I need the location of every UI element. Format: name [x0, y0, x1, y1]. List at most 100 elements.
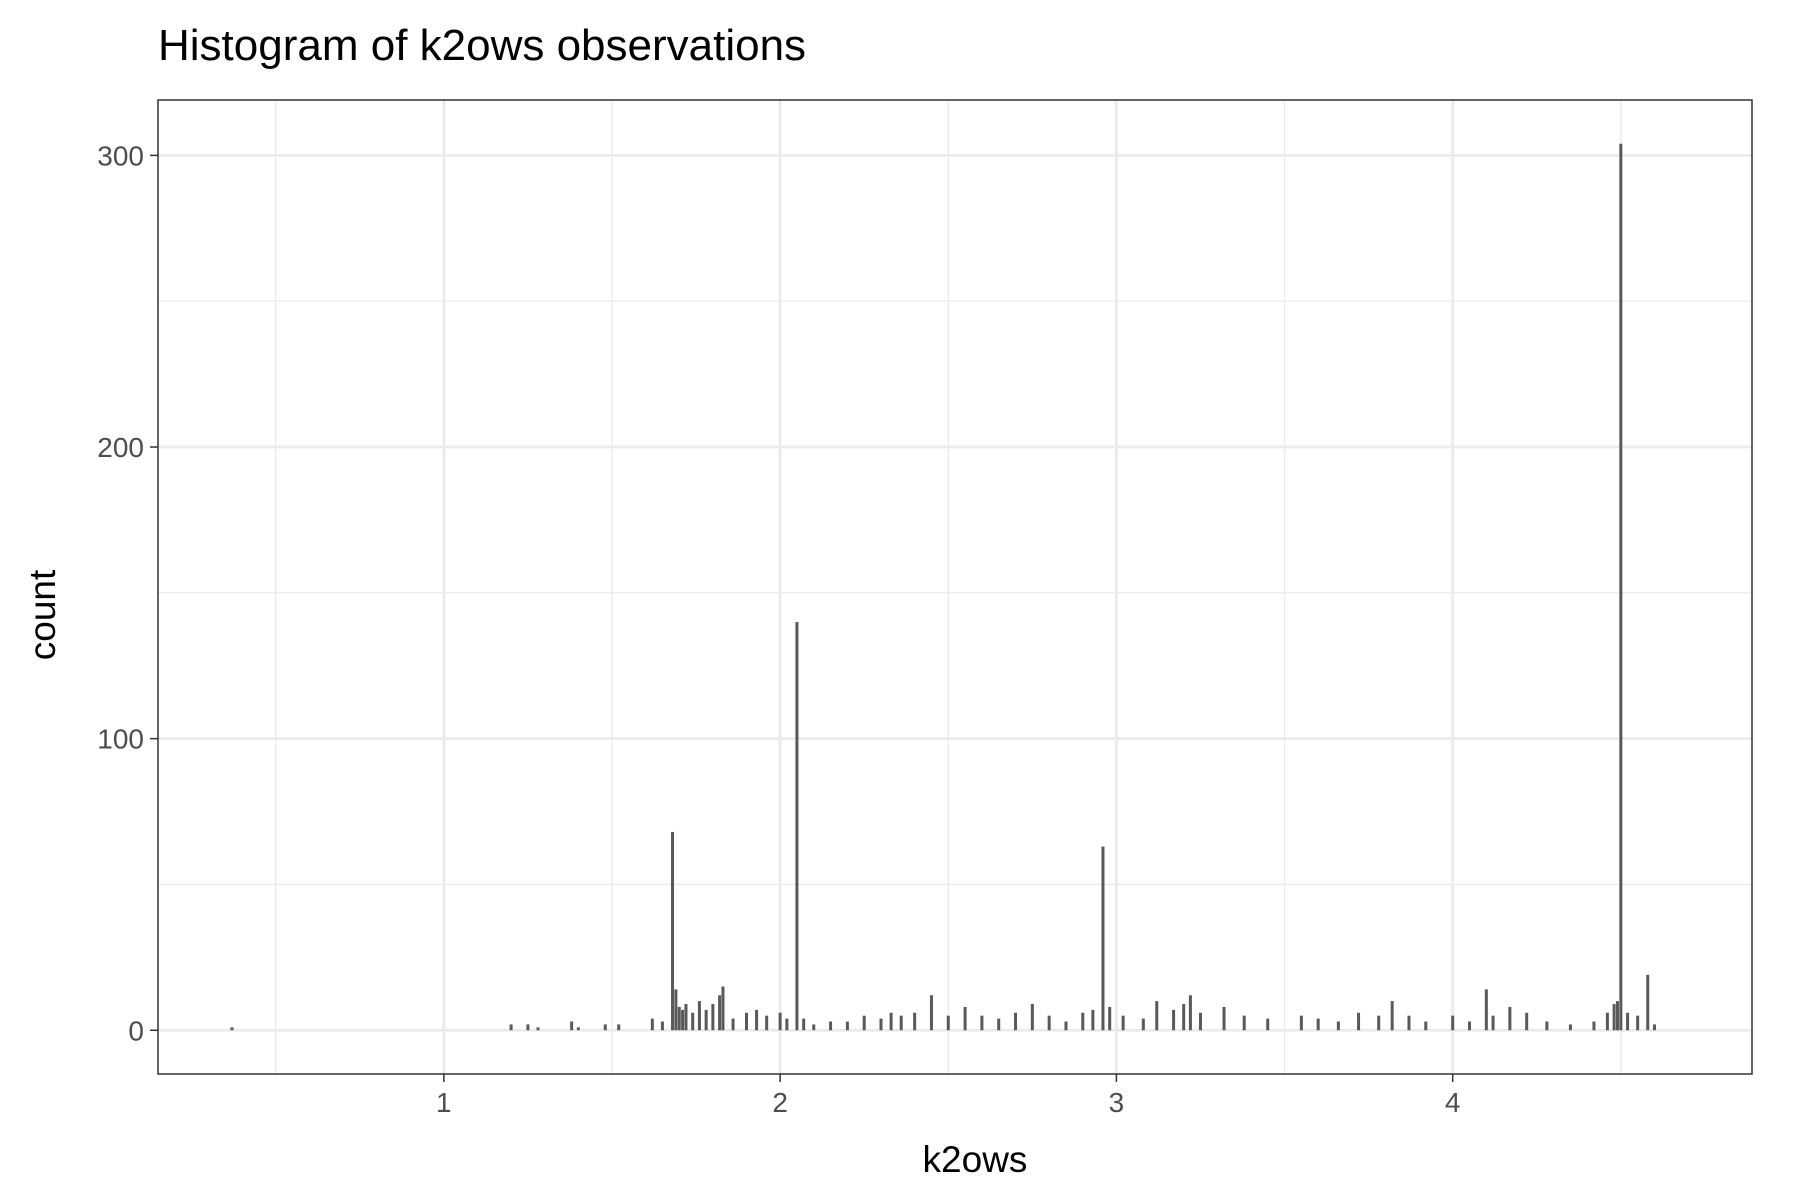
histogram-bar: [963, 1006, 967, 1031]
histogram-bar: [684, 1004, 688, 1031]
histogram-bar: [879, 1018, 883, 1031]
histogram-bar: [660, 1021, 664, 1031]
histogram-bar: [1101, 846, 1105, 1031]
histogram-bar: [1568, 1024, 1572, 1031]
histogram-bar: [1652, 1024, 1656, 1031]
histogram-bar: [691, 1012, 695, 1031]
histogram-bar: [1014, 1012, 1018, 1031]
histogram-bar: [845, 1021, 849, 1031]
histogram-bar: [1525, 1012, 1529, 1031]
x-axis-title: k2ows: [923, 1139, 1028, 1180]
histogram-bar: [681, 1009, 685, 1031]
x-tick-label: 2: [772, 1087, 788, 1118]
x-tick-label: 1: [436, 1087, 452, 1118]
histogram-bar: [1155, 1001, 1159, 1031]
y-tick-label: 0: [128, 1015, 144, 1046]
axis-ticks: 1 2 3 4 0 100 200 300: [97, 140, 1460, 1118]
histogram-bar: [721, 986, 725, 1031]
histogram-bar: [1468, 1021, 1472, 1031]
histogram-bar: [711, 1004, 715, 1031]
histogram-bar: [1357, 1012, 1361, 1031]
y-tick-label: 200: [97, 432, 144, 463]
histogram-bar: [1242, 1015, 1246, 1031]
chart-title: Histogram of k2ows observations: [158, 21, 806, 70]
histogram-bar: [1646, 974, 1650, 1031]
histogram-bar: [1508, 1006, 1512, 1031]
histogram-bar: [1141, 1018, 1145, 1031]
histogram-bar: [980, 1015, 984, 1031]
histogram-bar: [731, 1018, 735, 1031]
histogram-bar: [1451, 1015, 1455, 1031]
histogram-bar: [603, 1024, 607, 1031]
histogram-bar: [802, 1018, 806, 1031]
histogram-bar: [617, 1024, 621, 1031]
histogram-bar: [697, 1001, 701, 1031]
histogram-bar: [1424, 1021, 1428, 1031]
histogram-bar: [671, 831, 675, 1031]
histogram-bar: [899, 1015, 903, 1031]
histogram-bar: [570, 1021, 574, 1031]
histogram-bars: [230, 143, 1656, 1031]
histogram-bar: [1030, 1004, 1034, 1031]
histogram-bar: [677, 1006, 681, 1031]
histogram-bar: [509, 1024, 513, 1031]
x-tick-label: 4: [1445, 1087, 1461, 1118]
histogram-bar: [1336, 1021, 1340, 1031]
histogram-bar: [778, 1012, 782, 1031]
histogram-bar: [1091, 1009, 1095, 1031]
x-tick-label: 3: [1109, 1087, 1125, 1118]
histogram-bar: [785, 1018, 789, 1031]
histogram-bar: [1605, 1012, 1609, 1031]
histogram-bar: [1619, 143, 1623, 1031]
histogram-bar: [1390, 1001, 1394, 1031]
histogram-bar: [1222, 1006, 1226, 1031]
histogram-bar: [1121, 1015, 1125, 1031]
histogram-bar: [1612, 1004, 1616, 1031]
histogram-bar: [1316, 1018, 1320, 1031]
histogram-bar: [704, 1009, 708, 1031]
plot-panel-border: [157, 99, 1753, 1075]
histogram-bar: [795, 621, 799, 1031]
histogram-bar: [997, 1018, 1001, 1031]
histogram-bar: [889, 1012, 893, 1031]
histogram-bar: [1626, 1012, 1630, 1031]
histogram-bar: [1491, 1015, 1495, 1031]
histogram-bar: [1636, 1015, 1640, 1031]
histogram-bar: [913, 1012, 917, 1031]
histogram-bar: [946, 1015, 950, 1031]
y-tick-label: 100: [97, 724, 144, 755]
histogram-bar: [1377, 1015, 1381, 1031]
histogram-bar: [1081, 1012, 1085, 1031]
y-axis-title: count: [22, 569, 63, 660]
histogram-bar: [526, 1024, 530, 1031]
histogram-bar: [862, 1015, 866, 1031]
histogram-bar: [829, 1021, 833, 1031]
histogram-bar: [745, 1012, 749, 1031]
histogram-bar: [1266, 1018, 1270, 1031]
histogram-bar: [1064, 1021, 1068, 1031]
histogram-bar: [1407, 1015, 1411, 1031]
grid-lines: [158, 100, 1752, 1074]
histogram-bar: [674, 989, 678, 1031]
histogram-bar: [765, 1015, 769, 1031]
histogram-bar: [650, 1018, 654, 1031]
histogram-bar: [230, 1027, 234, 1031]
histogram-bar: [536, 1027, 540, 1031]
histogram-bar: [576, 1027, 580, 1031]
histogram-bar: [1592, 1021, 1596, 1031]
histogram-bar: [812, 1024, 816, 1031]
histogram-bar: [1615, 1001, 1619, 1031]
histogram-bar: [1198, 1012, 1202, 1031]
histogram-bar: [929, 995, 933, 1031]
histogram-bar: [1484, 989, 1488, 1031]
histogram-bar: [1047, 1015, 1051, 1031]
histogram-bar: [718, 995, 722, 1031]
histogram-bar: [1182, 1004, 1186, 1031]
y-tick-label: 300: [97, 140, 144, 171]
histogram-bar: [1299, 1015, 1303, 1031]
histogram-bar: [1108, 1006, 1112, 1031]
histogram-bar: [1172, 1009, 1176, 1031]
histogram-bar: [1188, 995, 1192, 1031]
